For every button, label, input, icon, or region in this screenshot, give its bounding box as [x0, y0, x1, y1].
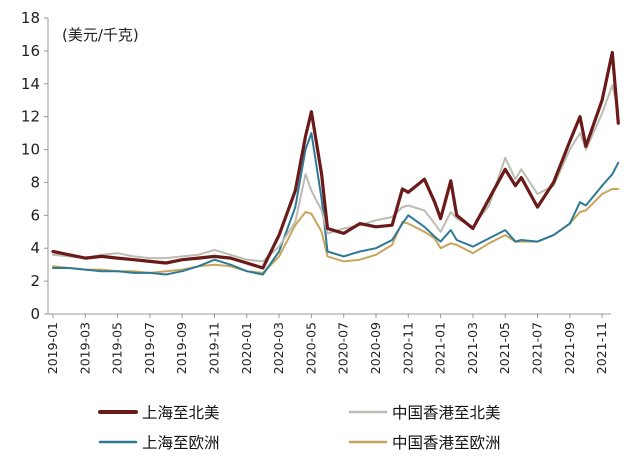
y-tick-label: 18 — [21, 9, 40, 27]
series-line-1 — [51, 50, 620, 270]
y-tick-label: 8 — [30, 173, 40, 191]
series-line-2 — [52, 84, 620, 263]
y-tick-label: 12 — [21, 108, 40, 126]
x-tick-label: 2021-07 — [530, 322, 545, 374]
y-tick-label: 0 — [30, 305, 40, 323]
y-tick-label: 4 — [30, 239, 40, 257]
y-tick-labels: 0 2 4 6 8 10 12 14 16 18 — [21, 9, 48, 323]
x-tick-labels: 2019-01 2019-03 2019-05 2019-07 2019-09 2019-… — [45, 314, 609, 374]
x-tick-label: 2019-09 — [174, 322, 189, 374]
series-lines — [51, 50, 620, 276]
x-tick-label: 2021-01 — [433, 322, 448, 374]
x-tick-label: 2020-01 — [239, 322, 254, 374]
y-tick-label: 2 — [30, 272, 40, 290]
x-tick-label: 2021-11 — [594, 322, 609, 374]
y-tick-label: 6 — [30, 206, 40, 224]
y-tick-label: 14 — [21, 75, 40, 93]
x-tick-label: 2019-05 — [110, 322, 125, 374]
legend-label-4: 中国香港至欧洲 — [392, 434, 501, 452]
y-tick-label: 16 — [21, 42, 40, 60]
x-tick-label: 2021-03 — [465, 322, 480, 374]
legend-label-3: 上海至欧洲 — [142, 434, 220, 452]
x-tick-label: 2020-11 — [400, 322, 415, 374]
legend-label-2: 中国香港至北美 — [392, 404, 501, 422]
x-tick-label: 2021-09 — [562, 322, 577, 374]
x-tick-label: 2020-03 — [271, 322, 286, 374]
x-tick-label: 2019-07 — [142, 322, 157, 374]
x-tick-label: 2020-07 — [336, 322, 351, 374]
x-tick-label: 2020-09 — [368, 322, 383, 374]
x-tick-label: 2019-11 — [207, 322, 222, 374]
x-tick-label: 2020-05 — [303, 322, 318, 374]
x-tick-label: 2019-03 — [77, 322, 92, 374]
axes — [47, 18, 611, 315]
y-tick-label: 10 — [21, 141, 40, 159]
unit-label: (美元/千克) — [62, 26, 139, 44]
x-tick-label: 2021-05 — [497, 322, 512, 374]
legend-label-1: 上海至北美 — [142, 404, 220, 422]
series-line-3 — [52, 132, 620, 276]
x-tick-label: 2019-01 — [45, 322, 60, 374]
